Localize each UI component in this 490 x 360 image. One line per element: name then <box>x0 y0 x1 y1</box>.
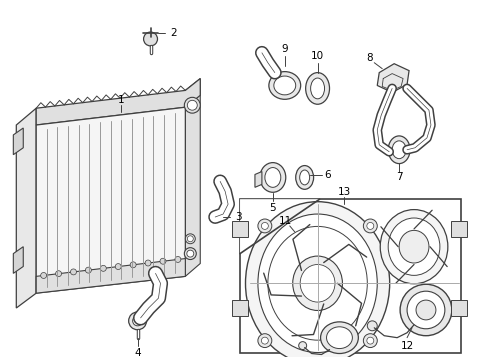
Circle shape <box>144 32 157 46</box>
Polygon shape <box>451 221 467 237</box>
Circle shape <box>129 312 147 330</box>
Polygon shape <box>240 199 461 352</box>
Circle shape <box>367 222 374 229</box>
Circle shape <box>175 256 181 262</box>
Ellipse shape <box>295 166 314 189</box>
Text: 1: 1 <box>118 95 124 105</box>
Text: 13: 13 <box>338 187 351 197</box>
Ellipse shape <box>380 210 448 284</box>
Circle shape <box>71 269 76 275</box>
Circle shape <box>55 271 62 276</box>
Text: 11: 11 <box>279 216 293 226</box>
Ellipse shape <box>320 322 358 354</box>
Text: 6: 6 <box>324 171 331 180</box>
Ellipse shape <box>258 214 377 352</box>
Circle shape <box>258 219 272 233</box>
Ellipse shape <box>416 300 436 320</box>
Ellipse shape <box>388 218 440 275</box>
Polygon shape <box>13 128 23 155</box>
Circle shape <box>261 337 269 344</box>
Text: 2: 2 <box>170 28 177 38</box>
Ellipse shape <box>388 136 410 163</box>
Polygon shape <box>36 107 185 293</box>
Polygon shape <box>232 300 248 316</box>
Polygon shape <box>16 108 36 308</box>
Text: 7: 7 <box>396 172 402 183</box>
Circle shape <box>299 342 307 350</box>
Circle shape <box>187 236 193 242</box>
Circle shape <box>130 262 136 268</box>
Circle shape <box>185 234 196 244</box>
Ellipse shape <box>400 284 452 336</box>
Polygon shape <box>232 221 248 237</box>
Circle shape <box>187 250 194 257</box>
Circle shape <box>115 264 121 270</box>
Text: 4: 4 <box>134 347 141 357</box>
Circle shape <box>364 219 377 233</box>
Ellipse shape <box>293 256 343 310</box>
Ellipse shape <box>300 170 310 185</box>
Text: 10: 10 <box>311 51 324 61</box>
Circle shape <box>261 222 269 229</box>
Ellipse shape <box>265 167 281 187</box>
Circle shape <box>41 273 47 278</box>
Ellipse shape <box>260 163 286 192</box>
Polygon shape <box>377 64 409 93</box>
Ellipse shape <box>269 72 301 99</box>
Ellipse shape <box>399 230 429 263</box>
Ellipse shape <box>245 202 390 360</box>
Text: 12: 12 <box>400 341 414 351</box>
Ellipse shape <box>311 78 324 99</box>
Ellipse shape <box>300 265 335 302</box>
Circle shape <box>364 334 377 347</box>
Text: 5: 5 <box>270 203 276 213</box>
Ellipse shape <box>407 291 445 329</box>
Circle shape <box>184 97 200 113</box>
Polygon shape <box>13 247 23 273</box>
Ellipse shape <box>392 141 406 159</box>
Circle shape <box>85 267 91 273</box>
Circle shape <box>258 334 272 347</box>
Polygon shape <box>255 171 262 187</box>
Circle shape <box>367 337 374 344</box>
Ellipse shape <box>326 327 352 348</box>
Circle shape <box>160 258 166 264</box>
Circle shape <box>100 265 106 271</box>
Circle shape <box>133 316 143 326</box>
Text: 3: 3 <box>235 212 242 222</box>
Polygon shape <box>36 258 185 293</box>
Text: 9: 9 <box>281 44 288 54</box>
Circle shape <box>368 321 377 331</box>
Ellipse shape <box>274 76 295 95</box>
Polygon shape <box>185 78 200 276</box>
Circle shape <box>187 100 197 110</box>
Polygon shape <box>240 199 319 253</box>
Polygon shape <box>451 300 467 316</box>
Polygon shape <box>36 78 200 125</box>
Text: 8: 8 <box>366 53 372 63</box>
Ellipse shape <box>306 73 329 104</box>
Circle shape <box>184 248 196 260</box>
Circle shape <box>145 260 151 266</box>
